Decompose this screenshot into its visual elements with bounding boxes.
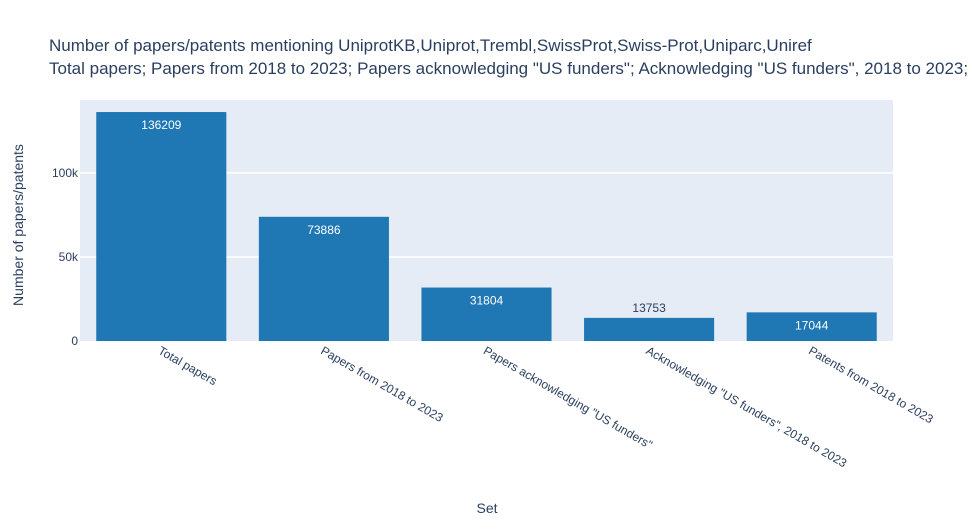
x-tick-label: Patents from 2018 to 2023: [806, 343, 936, 426]
bar-value-label: 31804: [470, 294, 504, 308]
x-axis-title: Set: [476, 500, 497, 516]
y-axis-title: Number of papers/patents: [10, 144, 26, 306]
bar-value-label: 17044: [795, 318, 829, 332]
chart-title: Number of papers/patents mentioning Unip…: [49, 36, 972, 78]
bar: [746, 312, 877, 341]
bar-value-label: 136209: [141, 118, 181, 132]
x-axis-ticks: Total papers Papers from 2018 to 2023 Pape…: [156, 343, 936, 470]
y-axis-ticks: 0 50k 100k: [52, 166, 79, 348]
chart-title-line-1: Number of papers/patents mentioning Unip…: [49, 36, 812, 55]
x-tick-label: Total papers: [156, 343, 220, 388]
x-tick-label: Papers from 2018 to 2023: [318, 343, 445, 425]
bar: [258, 216, 389, 341]
chart-title-line-2: Total papers; Papers from 2018 to 2023; …: [49, 59, 972, 78]
bar-value-label: 73886: [307, 223, 341, 237]
bar: [96, 112, 227, 341]
bar-value-label: 13753: [632, 301, 666, 315]
y-tick-label: 100k: [52, 166, 79, 180]
x-tick-label: Papers acknowledging "US funders": [481, 343, 655, 451]
bar: [421, 287, 552, 341]
bar: [584, 317, 715, 341]
bars: 136209 73886 31804 13753 17044: [96, 112, 877, 341]
y-tick-label: 50k: [59, 250, 79, 264]
y-tick-label: 0: [71, 334, 78, 348]
